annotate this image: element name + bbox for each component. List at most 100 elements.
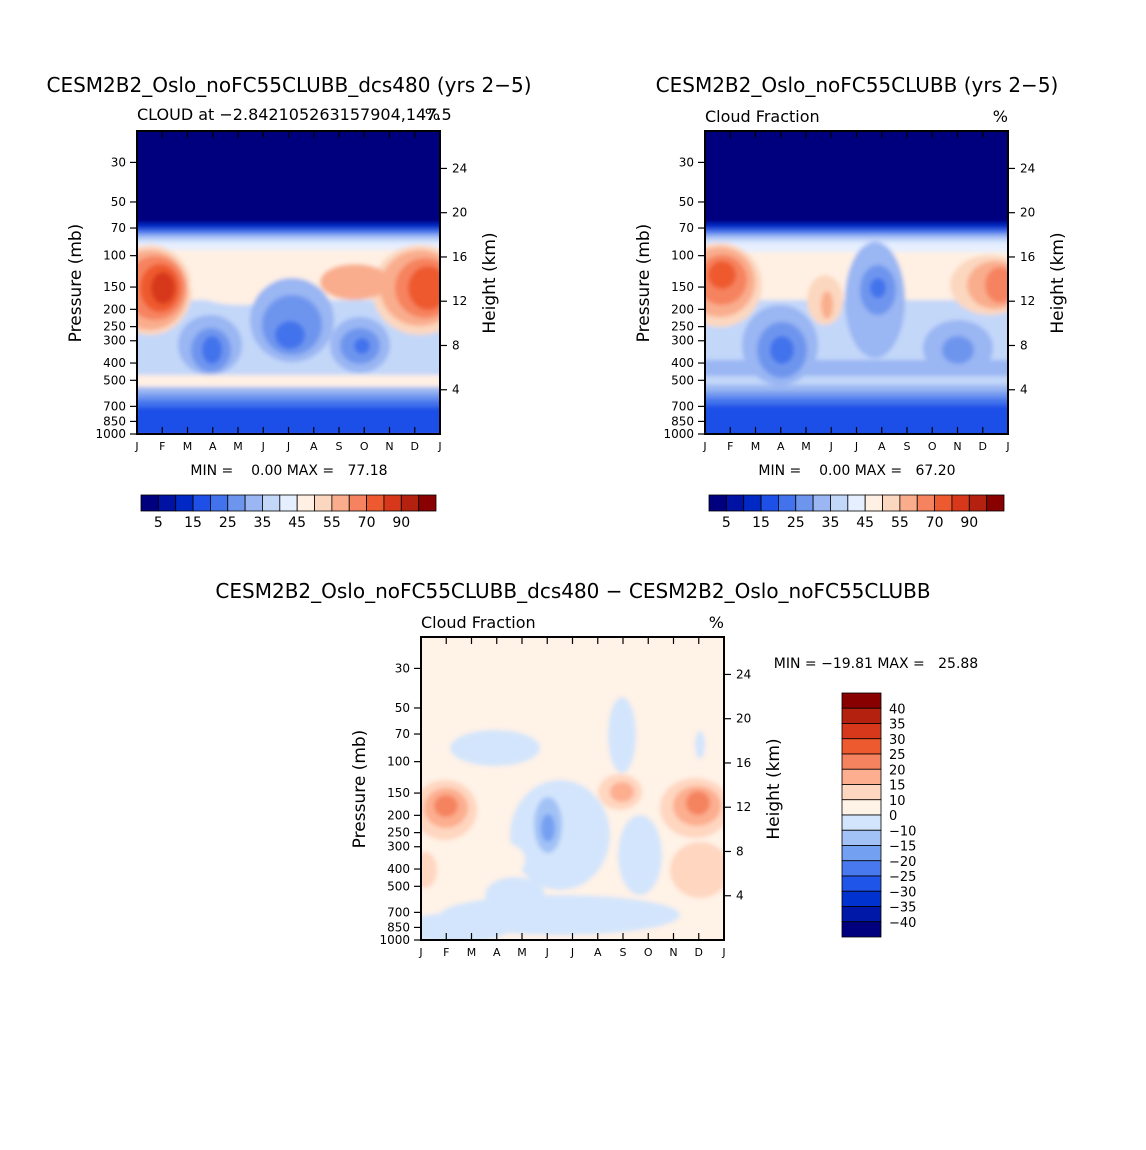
x-tick-label: J bbox=[1005, 440, 1009, 453]
y-right-tick-label: 8 bbox=[1020, 338, 1028, 352]
y-tick-label: 200 bbox=[103, 302, 126, 316]
y-tick-label: 30 bbox=[679, 155, 694, 169]
x-tick-label: M bbox=[467, 946, 477, 959]
y-right-tick-label: 8 bbox=[736, 844, 744, 858]
x-tick-label: A bbox=[777, 440, 785, 453]
colorbar-label: 10 bbox=[889, 794, 906, 809]
y-tick-label: 250 bbox=[387, 826, 410, 840]
y-tick-label: 150 bbox=[671, 280, 694, 294]
x-tick-label: D bbox=[979, 440, 987, 453]
panel-top-left: CESM2B2_Oslo_noFC55CLUBB_dcs480 (yrs 2−5… bbox=[47, 73, 532, 531]
y-right-tick-label: 20 bbox=[736, 712, 751, 726]
x-tick-label: J bbox=[702, 440, 706, 453]
colorbar-label: 30 bbox=[889, 733, 906, 748]
panel-bottom: CESM2B2_Oslo_noFC55CLUBB_dcs480 − CESM2B… bbox=[215, 579, 978, 959]
x-tick-label: S bbox=[336, 440, 343, 453]
y-tick-label: 50 bbox=[679, 195, 694, 209]
y-tick-label: 850 bbox=[103, 414, 126, 428]
colorbar-label: −30 bbox=[889, 885, 916, 900]
colorbar-label: 15 bbox=[752, 515, 770, 531]
colorbar-label: 45 bbox=[856, 515, 874, 531]
x-tick-label: D bbox=[411, 440, 419, 453]
colorbar-swatch bbox=[725, 494, 745, 512]
x-tick-label: A bbox=[209, 440, 217, 453]
y-right-tick-label: 16 bbox=[1020, 250, 1035, 264]
y-right-tick-label: 12 bbox=[1020, 294, 1035, 308]
colorbar-swatch bbox=[841, 738, 882, 755]
contour-field bbox=[421, 637, 724, 940]
y-tick-label: 30 bbox=[111, 155, 126, 169]
x-tick-label: O bbox=[644, 946, 653, 959]
colorbar-swatch bbox=[841, 753, 882, 770]
y-tick-label: 250 bbox=[103, 320, 126, 334]
y-tick-label: 400 bbox=[387, 862, 410, 876]
x-tick-label: A bbox=[594, 946, 602, 959]
colorbar-label: 90 bbox=[392, 515, 410, 531]
colorbar: 5 15 25 35 45 55 70 90 bbox=[708, 494, 1005, 531]
x-tick-label: J bbox=[134, 440, 138, 453]
colorbar-label: 45 bbox=[288, 515, 306, 531]
x-tick-label: M bbox=[751, 440, 761, 453]
colorbar-label: 20 bbox=[889, 763, 906, 778]
colorbar-label: 25 bbox=[889, 748, 906, 763]
y-axis-label: Pressure (mb) bbox=[66, 224, 86, 343]
x-tick-label: S bbox=[904, 440, 911, 453]
y-tick-label: 250 bbox=[671, 320, 694, 334]
y-tick-label: 700 bbox=[671, 399, 694, 413]
y-axis-label: Pressure (mb) bbox=[634, 224, 654, 343]
x-tick-label: F bbox=[159, 440, 165, 453]
colorbar-label: 5 bbox=[154, 515, 163, 531]
colorbar-label: 70 bbox=[926, 515, 944, 531]
y-right-tick-label: 8 bbox=[452, 338, 460, 352]
colorbar-label: 15 bbox=[184, 515, 202, 531]
min-max-stats: MIN = 0.00 MAX = 67.20 bbox=[758, 463, 955, 479]
y-tick-label: 400 bbox=[671, 356, 694, 370]
y-right-tick-label: 20 bbox=[1020, 206, 1035, 220]
panel-title: CESM2B2_Oslo_noFC55CLUBB_dcs480 (yrs 2−5… bbox=[47, 73, 532, 97]
y-tick-label: 300 bbox=[103, 334, 126, 348]
colorbar-swatch bbox=[175, 494, 194, 512]
colorbar-swatch bbox=[296, 494, 315, 512]
colorbar-label: −35 bbox=[889, 901, 916, 916]
colorbar-swatch bbox=[916, 494, 935, 512]
colorbar-swatch bbox=[841, 921, 882, 938]
colorbar-label: 35 bbox=[254, 515, 272, 531]
y-tick-label: 400 bbox=[103, 356, 126, 370]
colorbar-swatch bbox=[841, 890, 882, 907]
colorbar-label: −15 bbox=[889, 840, 916, 855]
panel-subtitle-right: % bbox=[709, 613, 724, 632]
y-tick-label: 70 bbox=[679, 221, 694, 235]
panel-subtitle-left: Cloud Fraction bbox=[705, 107, 820, 126]
colorbar-swatch bbox=[348, 494, 367, 512]
y-tick-label: 100 bbox=[671, 249, 694, 263]
y-right-tick-label: 4 bbox=[452, 383, 460, 397]
y-right-tick-label: 24 bbox=[1020, 161, 1035, 175]
colorbar-swatch bbox=[968, 494, 988, 512]
x-tick-label: J bbox=[854, 440, 858, 453]
colorbar-swatch bbox=[841, 692, 882, 709]
x-tick-label: M bbox=[183, 440, 193, 453]
colorbar-swatch bbox=[400, 494, 420, 512]
y-tick-label: 1000 bbox=[379, 933, 410, 947]
y-axis-label-right: Height (km) bbox=[764, 738, 784, 839]
y-right-tick-label: 12 bbox=[736, 800, 751, 814]
colorbar-label: 40 bbox=[889, 702, 906, 717]
panel-top-right: CESM2B2_Oslo_noFC55CLUBB (yrs 2−5) Cloud… bbox=[634, 73, 1068, 531]
y-tick-label: 500 bbox=[387, 879, 410, 893]
colorbar-swatch bbox=[986, 494, 1005, 512]
colorbar-swatch bbox=[841, 768, 882, 785]
contour-field bbox=[137, 131, 440, 434]
colorbar-swatch bbox=[140, 494, 159, 512]
y-tick-label: 500 bbox=[103, 373, 126, 387]
colorbar-swatch bbox=[934, 494, 953, 512]
y-tick-label: 30 bbox=[395, 661, 410, 675]
y-right-tick-label: 4 bbox=[736, 889, 744, 903]
y-right-tick-label: 16 bbox=[736, 756, 751, 770]
y-tick-label: 850 bbox=[671, 414, 694, 428]
colorbar-swatch bbox=[841, 860, 882, 877]
panel-subtitle-left: Cloud Fraction bbox=[421, 613, 536, 632]
x-tick-label: M bbox=[233, 440, 243, 453]
colorbar-swatch bbox=[331, 494, 350, 512]
